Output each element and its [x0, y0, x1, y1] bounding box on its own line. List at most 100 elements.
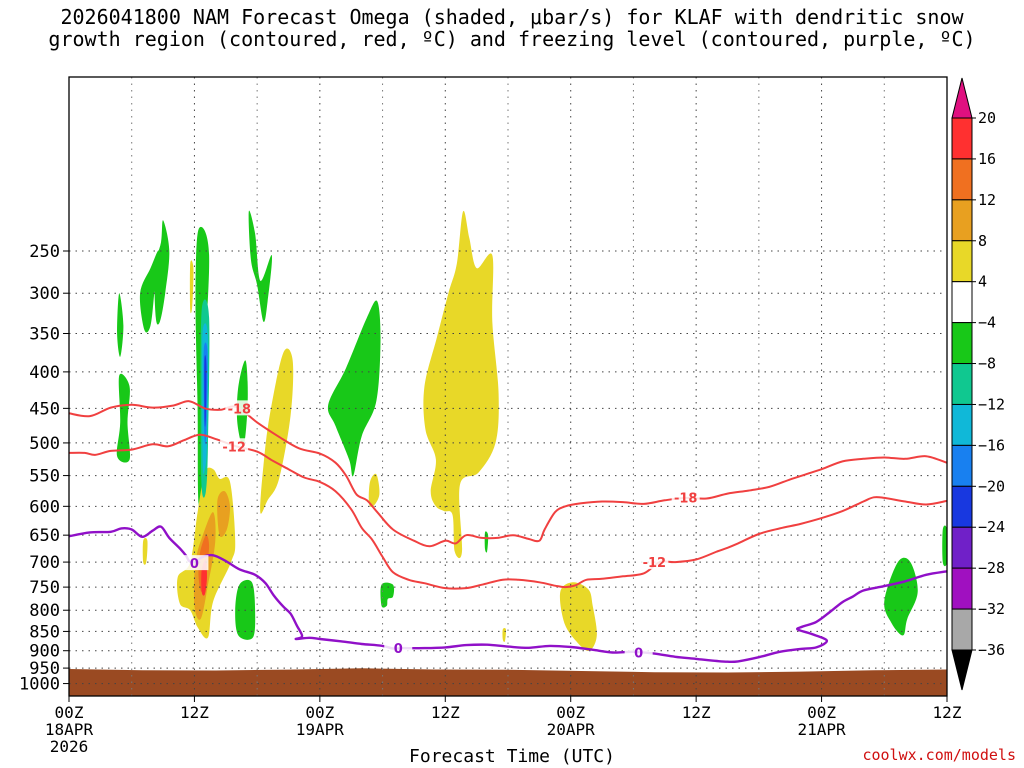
x-tick-label-6-1: 21APR — [797, 720, 846, 739]
y-tick-label-300: 300 — [29, 284, 60, 304]
contour-label-2-2: 0 — [634, 647, 643, 662]
omega-region-3 — [154, 220, 170, 325]
y-tick-label-550: 550 — [29, 467, 60, 487]
colorbar-label-8: −16 — [978, 436, 1005, 454]
colorbar-label-2: 12 — [978, 191, 996, 209]
chart-title-line2: growth region (contoured, red, ºC) and f… — [48, 27, 976, 51]
omega-region-16 — [260, 348, 294, 514]
colorbar-band-11 — [951, 567, 973, 610]
y-tick-label-500: 500 — [29, 434, 60, 454]
x-tick-label-4-0: 00Z — [556, 703, 585, 722]
colorbar-band-3 — [951, 240, 973, 283]
contour-label-2-0: 0 — [190, 557, 199, 572]
omega-region-19 — [502, 628, 506, 643]
colorbar-band-10 — [951, 526, 973, 569]
omega-region-8 — [327, 300, 381, 477]
colorbar-band-7 — [951, 403, 973, 446]
omega-region-13 — [189, 260, 194, 314]
chart-title: 2026041800 NAM Forecast Omega (shaded, μ… — [0, 6, 1024, 50]
omega-region-12 — [942, 525, 948, 567]
contour-label-1-1: -12 — [643, 556, 667, 571]
y-tick-label-800: 800 — [29, 601, 60, 621]
omega-region-18 — [423, 210, 499, 559]
colorbar-band-8 — [951, 444, 973, 487]
colorbar-band-1 — [951, 158, 973, 201]
y-tick-label-1000: 1000 — [19, 675, 60, 695]
colorbar-label-9: −20 — [978, 477, 1005, 495]
contour-label-bg — [624, 644, 653, 660]
colorbar-label-13: −36 — [978, 641, 1005, 659]
colorbar-band-12 — [951, 608, 973, 651]
omega-region-11 — [884, 557, 918, 636]
y-tick-label-750: 750 — [29, 578, 60, 598]
colorbar-band-4 — [951, 281, 973, 324]
chart-title-line1: 2026041800 NAM Forecast Omega (shaded, μ… — [60, 5, 964, 29]
colorbar-over-arrow — [951, 77, 973, 119]
contour-line-1 — [68, 433, 948, 590]
x-tick-label-4-1: 20APR — [547, 720, 596, 739]
contour-label-bg — [180, 555, 209, 571]
x-tick-label-6-0: 00Z — [807, 703, 836, 722]
omega-region-10 — [484, 531, 489, 553]
omega-region-2 — [139, 250, 159, 333]
colorbar-label-0: 20 — [978, 109, 996, 127]
colorbar: 20 16 12 8 4 −4 −8 −12 −16 −20 −24 −28 −32 −36 — [951, 77, 1005, 691]
colorbar-band-2 — [951, 199, 973, 242]
x-tick-label-0-1: 18APR — [45, 720, 94, 739]
omega-region-22 — [217, 491, 231, 538]
y-tick-label-650: 650 — [29, 526, 60, 546]
omega-shading-layer — [116, 210, 948, 651]
y-tick-label-350: 350 — [29, 324, 60, 344]
omega-region-1 — [117, 293, 124, 357]
colorbar-label-5: −4 — [978, 314, 996, 332]
plot-frame — [68, 76, 948, 697]
colorbar-label-11: −28 — [978, 559, 1005, 577]
colorbar-label-1: 16 — [978, 150, 996, 168]
contour-label-bg — [671, 489, 700, 505]
x-tick-label-2-1: 19APR — [296, 720, 345, 739]
omega-region-20 — [559, 582, 597, 651]
colorbar-label-4: 4 — [978, 273, 987, 291]
colorbar-label-3: 8 — [978, 232, 987, 250]
colorbar-label-10: −24 — [978, 518, 1005, 536]
contour-layer: -18 -18 -12 -12 0 0 0 — [68, 400, 948, 664]
x-tick-label-0-2: 2026 — [50, 737, 89, 756]
x-axis-title: Forecast Time (UTC) — [409, 746, 615, 767]
x-tick-label-1-0: 12Z — [180, 703, 209, 722]
omega-region-9 — [380, 582, 395, 608]
y-tick-label-250: 250 — [29, 242, 60, 262]
contour-label-1-0: -12 — [222, 440, 246, 455]
x-tick-label-0-0: 00Z — [55, 703, 84, 722]
omega-region-14 — [142, 538, 148, 565]
contour-label-bg — [384, 639, 413, 655]
colorbar-under-arrow — [951, 649, 973, 691]
x-tick-label-2-0: 00Z — [305, 703, 334, 722]
colorbar-label-6: −8 — [978, 355, 996, 373]
y-tick-label-450: 450 — [29, 399, 60, 419]
contour-label-0-1: -18 — [674, 491, 698, 506]
x-tick-label-5-0: 12Z — [682, 703, 711, 722]
contour-label-2-1: 0 — [394, 642, 403, 657]
credit-link[interactable]: coolwx.com/models — [862, 746, 1016, 764]
y-tick-label-700: 700 — [29, 553, 60, 573]
colorbar-label-12: −32 — [978, 600, 1005, 618]
omega-region-0 — [116, 373, 131, 463]
colorbar-label-7: −12 — [978, 395, 1005, 413]
contour-label-bg — [640, 554, 669, 570]
colorbar-band-9 — [951, 485, 973, 528]
contour-label-bg — [225, 400, 254, 416]
colorbar-band-5 — [951, 322, 973, 365]
contour-label-bg — [220, 438, 249, 454]
colorbar-band-6 — [951, 363, 973, 405]
y-tick-label-400: 400 — [29, 363, 60, 383]
x-tick-label-7-0: 12Z — [933, 703, 962, 722]
colorbar-band-0 — [951, 117, 973, 160]
omega-region-7 — [248, 210, 273, 323]
omega-region-17 — [368, 473, 380, 508]
y-tick-label-850: 850 — [29, 622, 60, 642]
y-tick-label-600: 600 — [29, 497, 60, 517]
x-tick-label-3-0: 12Z — [431, 703, 460, 722]
y-tick-label-950: 950 — [29, 659, 60, 679]
